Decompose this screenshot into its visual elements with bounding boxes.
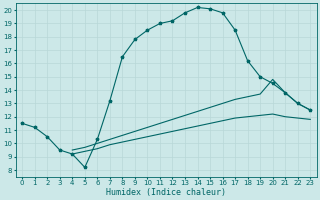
X-axis label: Humidex (Indice chaleur): Humidex (Indice chaleur) xyxy=(106,188,226,197)
